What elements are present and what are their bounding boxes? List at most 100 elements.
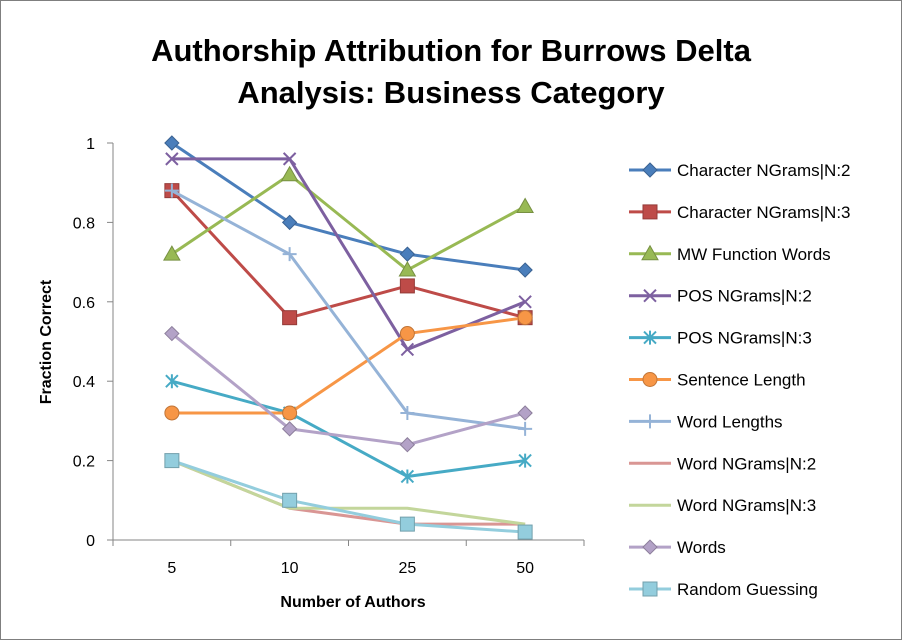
legend-item-word-lengths: Word Lengths xyxy=(629,412,783,431)
series-character-ngrams-n-3 xyxy=(164,183,533,326)
series-mw-function-words xyxy=(163,165,534,277)
data-point xyxy=(165,374,179,389)
series-line xyxy=(171,157,526,351)
series-line xyxy=(171,141,526,272)
legend-marker xyxy=(643,414,657,429)
data-point xyxy=(399,246,416,262)
data-point xyxy=(282,152,297,166)
data-point xyxy=(164,405,180,421)
legend-marker xyxy=(643,330,657,345)
chart-title-line-2: Analysis: Business Category xyxy=(237,75,665,110)
series-random-guessing xyxy=(164,453,533,540)
data-point xyxy=(281,214,298,231)
data-point xyxy=(399,326,415,342)
series-pos-ngrams-n-3 xyxy=(165,374,532,484)
legend-label: Word NGrams|N:3 xyxy=(677,496,816,515)
data-point xyxy=(517,310,533,326)
y-tick-label: 0.2 xyxy=(73,454,95,471)
data-point xyxy=(517,524,533,540)
data-point xyxy=(517,405,533,421)
data-point xyxy=(517,262,533,278)
legend-item-pos-ngrams-n-3: POS NGrams|N:3 xyxy=(629,329,812,348)
legend-item-word-ngrams-n-2: Word NGrams|N:2 xyxy=(629,454,816,473)
series-words xyxy=(164,325,533,453)
series-word-ngrams-n-3 xyxy=(171,459,526,526)
data-point xyxy=(518,421,533,436)
y-tick-label: 0.4 xyxy=(73,374,95,391)
data-point xyxy=(165,152,179,166)
series-line xyxy=(170,189,526,320)
legend-label: POS NGrams|N:2 xyxy=(677,287,812,306)
legend-item-random-guessing: Random Guessing xyxy=(629,580,818,599)
legend-marker xyxy=(641,244,659,261)
data-point xyxy=(399,516,415,532)
legend-label: Words xyxy=(677,538,726,557)
series-line xyxy=(170,332,526,447)
legend-item-word-ngrams-n-3: Word NGrams|N:3 xyxy=(629,496,816,515)
legend-label: Word Lengths xyxy=(677,412,783,431)
y-tick-label: 0.6 xyxy=(73,295,95,312)
series-word-lengths xyxy=(164,183,533,436)
legend-label: Word NGrams|N:2 xyxy=(677,454,816,473)
legend-label: Sentence Length xyxy=(677,371,806,390)
legend-label: POS NGrams|N:3 xyxy=(677,329,812,348)
series-character-ngrams-n-2 xyxy=(164,135,533,278)
data-point xyxy=(281,421,298,437)
data-point xyxy=(399,437,416,453)
legend-item-sentence-length: Sentence Length xyxy=(629,371,806,390)
series-line xyxy=(171,316,526,415)
data-point xyxy=(282,492,298,508)
x-tick-label: 5 xyxy=(167,560,176,577)
legend-item-character-ngrams-n-3: Character NGrams|N:3 xyxy=(629,203,851,222)
y-tick-label: 0 xyxy=(86,533,95,550)
legend-label: MW Function Words xyxy=(677,245,831,264)
data-point xyxy=(164,183,179,198)
legend-marker xyxy=(642,539,658,555)
series-line xyxy=(171,459,526,526)
x-ticks: 5 10 25 50 xyxy=(112,540,585,577)
legend: Character NGrams|N:2 Character NGrams|N:3… xyxy=(629,161,851,599)
y-tick-label: 1 xyxy=(86,136,95,153)
data-point xyxy=(282,247,297,262)
series-line xyxy=(171,379,526,478)
data-point xyxy=(518,453,532,468)
legend-label: Character NGrams|N:2 xyxy=(677,161,851,180)
data-point xyxy=(164,453,180,469)
data-point xyxy=(400,469,415,484)
legend-marker xyxy=(642,372,658,387)
series-word-ngrams-n-2 xyxy=(171,459,526,526)
legend-item-pos-ngrams-n-2: POS NGrams|N:2 xyxy=(629,287,812,306)
y-ticks: 0 0.2 0.4 0.6 0.8 1 xyxy=(73,136,113,550)
series-line xyxy=(171,173,526,272)
data-point xyxy=(400,405,415,420)
x-tick-label: 50 xyxy=(516,560,534,577)
legend-item-mw-function-words: MW Function Words xyxy=(629,244,831,264)
series-layer xyxy=(163,135,534,540)
data-point xyxy=(516,197,534,214)
legend-marker xyxy=(642,581,658,597)
y-axis-title: Fraction Correct xyxy=(38,279,55,404)
data-point xyxy=(518,295,532,309)
series-line xyxy=(171,189,526,431)
y-tick-label: 0.8 xyxy=(73,215,95,232)
data-point xyxy=(280,165,299,182)
data-point xyxy=(164,135,180,151)
chart-title-line-1: Authorship Attribution for Burrows Delta xyxy=(151,33,752,68)
legend-marker xyxy=(642,162,658,178)
x-tick-label: 25 xyxy=(398,560,416,577)
data-point xyxy=(282,405,298,421)
legend-item-character-ngrams-n-2: Character NGrams|N:2 xyxy=(629,161,851,180)
data-point xyxy=(399,278,415,294)
x-tick-label: 10 xyxy=(281,560,299,577)
legend-label: Character NGrams|N:3 xyxy=(677,203,851,222)
data-point xyxy=(163,245,181,261)
legend-label: Random Guessing xyxy=(677,580,818,599)
series-sentence-length xyxy=(164,310,533,421)
data-point xyxy=(164,325,180,342)
series-line xyxy=(171,459,526,526)
data-point xyxy=(398,261,417,277)
legend-marker xyxy=(642,204,658,220)
legend-marker xyxy=(643,288,657,303)
